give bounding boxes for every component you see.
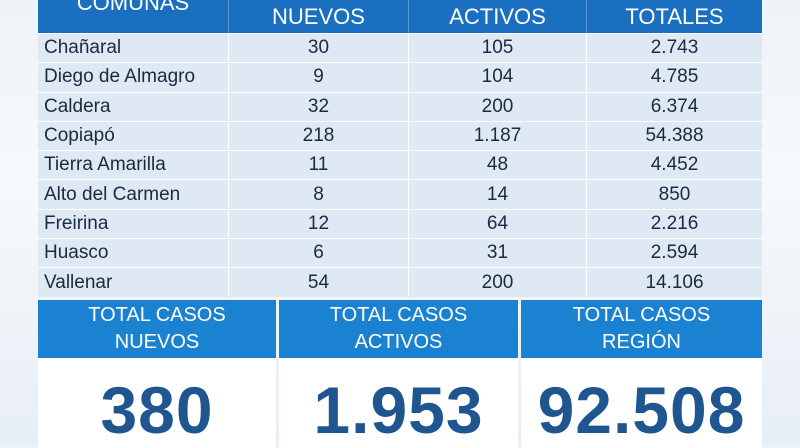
table-body: Chañaral 30 105 2.743 Diego de Almagro 9… (38, 33, 762, 297)
header-nuevos: NUEVOS (228, 0, 408, 33)
cell-nuevos: 6 (228, 239, 408, 268)
total-label-line1: TOTAL CASOS (88, 303, 226, 326)
cell-nuevos: 8 (228, 180, 408, 209)
cell-totales: 4.452 (586, 151, 762, 180)
total-nuevos-value: 380 (38, 357, 276, 448)
cell-activos: 48 (408, 151, 586, 180)
cell-comuna: Huasco (44, 242, 109, 264)
cell-nuevos: 12 (228, 209, 408, 239)
cell-activos: 200 (408, 92, 586, 121)
total-activos-card: TOTAL CASOS ACTIVOS 1.953 (279, 299, 518, 448)
cell-nuevos: 218 (228, 121, 408, 151)
cell-activos: 64 (408, 209, 586, 239)
table-header: COMUNAS NUEVOS ACTIVOS TOTALES (38, 0, 762, 33)
cell-comuna: Alto del Carmen (44, 183, 181, 205)
totals-panel: TOTAL CASOS NUEVOS 380 TOTAL CASOS ACTIV… (38, 299, 762, 448)
table-row: Huasco 6 31 2.594 (38, 238, 762, 268)
table-row: Alto del Carmen 8 14 850 (38, 179, 762, 209)
table-row: Chañaral 30 105 2.743 (38, 33, 762, 63)
header-totales: TOTALES (586, 0, 762, 33)
header-activos: ACTIVOS (408, 0, 586, 33)
cell-totales: 2.216 (586, 209, 762, 239)
cell-totales: 14.106 (586, 268, 762, 297)
cell-nuevos: 9 (228, 63, 408, 92)
total-label-line2: NUEVOS (114, 330, 200, 353)
total-nuevos-card: TOTAL CASOS NUEVOS 380 (38, 299, 276, 448)
cell-activos: 200 (408, 268, 586, 297)
covid-cases-table: COMUNAS NUEVOS ACTIVOS TOTALES Chañaral … (38, 0, 762, 448)
cell-activos: 1.187 (408, 121, 586, 151)
cell-totales: 4.785 (586, 63, 762, 92)
total-region-label: TOTAL CASOS REGIÓN (521, 299, 762, 358)
total-activos-value: 1.953 (279, 357, 518, 448)
total-label-line2: REGIÓN (602, 330, 681, 353)
cell-activos: 14 (408, 180, 586, 209)
cell-nuevos: 11 (228, 151, 408, 180)
cell-nuevos: 54 (228, 268, 408, 297)
header-comunas: COMUNAS (76, 0, 190, 15)
table-row: Freirina 12 64 2.216 (38, 208, 762, 239)
table-row: Copiapó 218 1.187 54.388 (38, 120, 762, 151)
total-region-value: 92.508 (521, 357, 762, 448)
cell-totales: 2.743 (586, 34, 762, 63)
cell-comuna: Copiapó (44, 125, 115, 147)
total-label-line2: ACTIVOS (354, 330, 443, 353)
cell-totales: 2.594 (586, 239, 762, 268)
total-activos-label: TOTAL CASOS ACTIVOS (279, 299, 518, 358)
table-row: Vallenar 54 200 14.106 (38, 267, 762, 297)
cell-comuna: Chañaral (44, 37, 122, 59)
table-row: Tierra Amarilla 11 48 4.452 (38, 150, 762, 180)
cell-totales: 6.374 (586, 92, 762, 121)
cell-totales: 850 (586, 180, 762, 209)
cell-comuna: Freirina (44, 212, 109, 234)
cell-comuna: Diego de Almagro (44, 66, 196, 88)
total-region-card: TOTAL CASOS REGIÓN 92.508 (521, 299, 762, 448)
cell-activos: 31 (408, 239, 586, 268)
total-label-line1: TOTAL CASOS (572, 303, 711, 326)
cell-activos: 105 (408, 34, 586, 63)
total-label-line1: TOTAL CASOS (329, 303, 468, 326)
total-nuevos-label: TOTAL CASOS NUEVOS (38, 299, 276, 358)
table-row: Caldera 32 200 6.374 (38, 91, 762, 121)
cell-nuevos: 32 (228, 92, 408, 121)
table-row: Diego de Almagro 9 104 4.785 (38, 62, 762, 92)
cell-comuna: Vallenar (44, 271, 113, 293)
cell-comuna: Caldera (44, 95, 111, 117)
cell-activos: 104 (408, 63, 586, 92)
cell-nuevos: 30 (228, 34, 408, 63)
cell-totales: 54.388 (586, 121, 762, 151)
cell-comuna: Tierra Amarilla (44, 154, 166, 176)
